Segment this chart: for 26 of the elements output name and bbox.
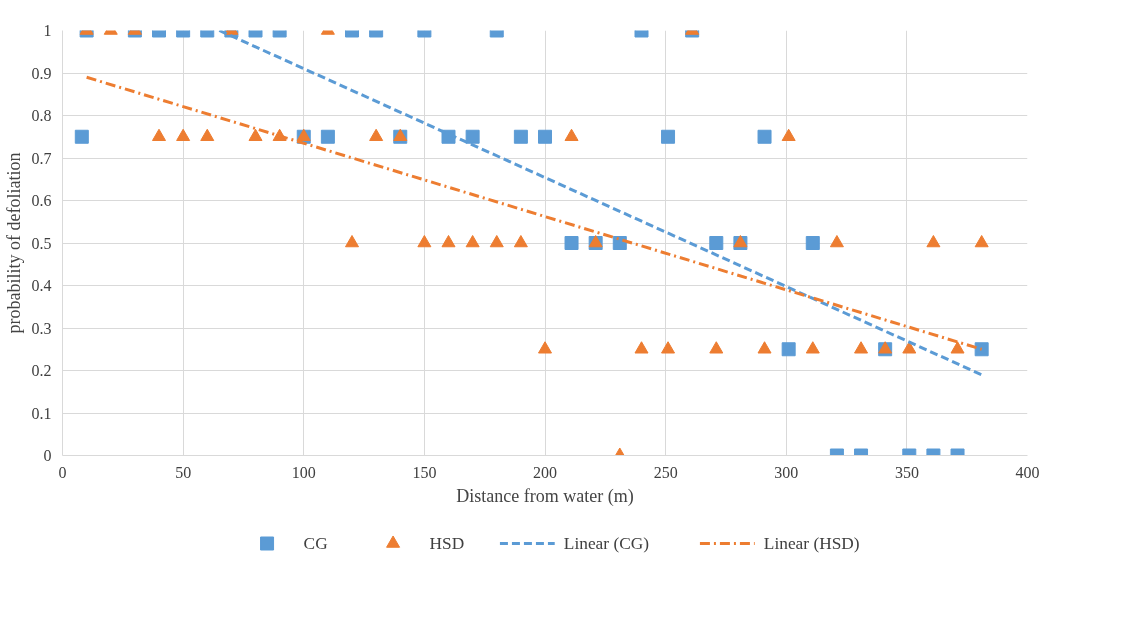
- y-tick-label: 0.3: [31, 319, 52, 337]
- x-tick-label: 100: [291, 463, 316, 481]
- legend-label: CG: [303, 534, 328, 553]
- x-axis-title: Distance from water (m): [456, 485, 634, 507]
- legend-label: Linear (HSD): [763, 534, 860, 553]
- y-tick-label: 1: [43, 22, 52, 39]
- x-tick-label: 150: [412, 463, 437, 481]
- legend-label: Linear (CG): [563, 534, 650, 553]
- y-tick-label: 0.8: [31, 107, 52, 124]
- x-tick-label: 200: [533, 463, 557, 481]
- y-tick-label: 0.7: [31, 149, 52, 167]
- y-axis-title: probability of defoliation: [3, 152, 24, 334]
- y-tick-label: 0.6: [31, 192, 52, 209]
- y-tick-label: 0.9: [31, 64, 52, 82]
- x-tick-label: 50: [175, 463, 192, 481]
- x-tick-label: 400: [1015, 463, 1040, 481]
- y-tick-label: 0: [43, 447, 52, 464]
- x-tick-label: 0: [58, 463, 67, 481]
- y-tick-label: 0.4: [31, 277, 52, 294]
- x-tick-label: 300: [774, 463, 799, 481]
- x-tick-label: 250: [653, 463, 678, 481]
- y-tick-label: 0.2: [31, 362, 52, 379]
- y-tick-label: 0.5: [31, 234, 52, 252]
- y-tick-label: 0.1: [31, 404, 52, 422]
- legend-label: HSD: [429, 534, 465, 553]
- x-tick-label: 350: [894, 463, 919, 481]
